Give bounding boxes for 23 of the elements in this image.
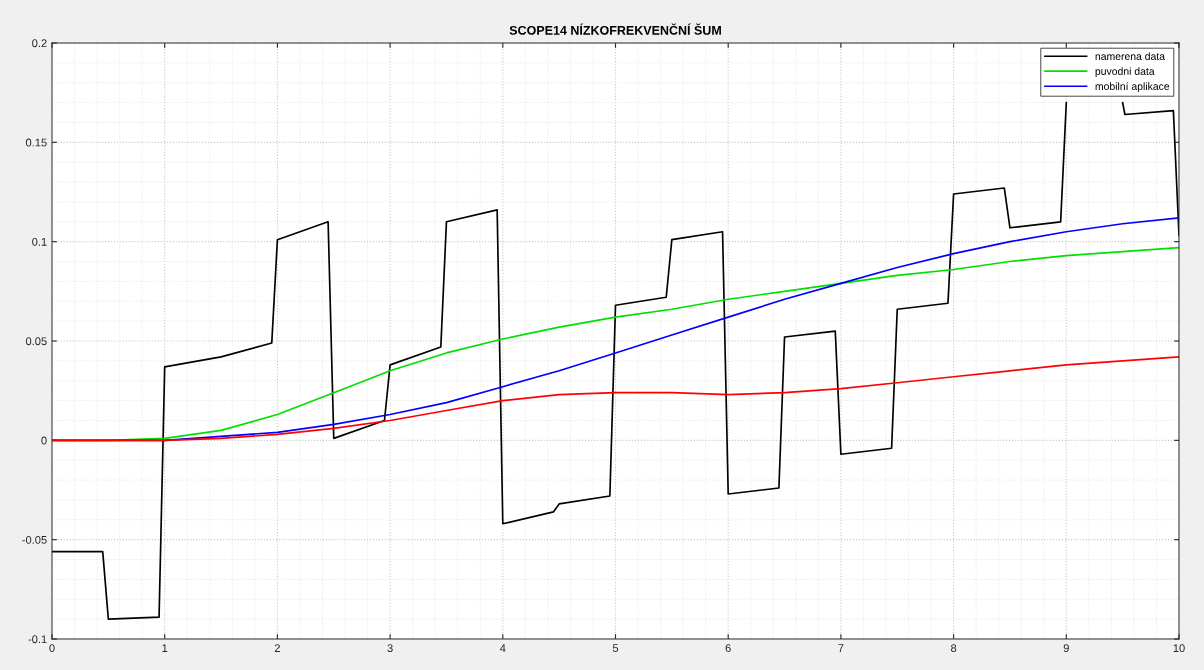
legend-label: puvodni data: [1095, 67, 1155, 77]
y-tick-label: 0: [41, 436, 47, 445]
y-tick-label: 0.15: [25, 138, 47, 147]
x-tick-label: 6: [725, 644, 731, 653]
x-tick-label: 3: [387, 644, 393, 653]
x-tick-label: 4: [499, 644, 506, 652]
y-tick-label: 0.05: [25, 337, 47, 346]
x-tick-label: 1: [162, 644, 168, 652]
x-tick-label: 9: [1063, 644, 1069, 653]
x-tick-label: 2: [274, 644, 280, 652]
y-tick-label: 0.2: [32, 39, 47, 48]
y-tick-label: -0.1: [28, 635, 47, 644]
legend-label: mobilní aplikace: [1095, 82, 1170, 93]
x-tick-label: 5: [612, 644, 619, 653]
line-series: [52, 356, 1179, 442]
legend-label: namerena data: [1095, 52, 1166, 61]
x-tick-label: 7: [838, 644, 844, 652]
x-tick-label: 10: [1173, 644, 1185, 653]
x-tick-label: 0: [49, 644, 55, 653]
chart-title: SCOPE14 NÍZKOFREKVENČNÍ ŠUM: [509, 23, 721, 35]
x-tick-label: 8: [950, 644, 957, 653]
y-tick-label: 0.1: [32, 237, 47, 246]
y-tick-label: -0.05: [22, 535, 47, 544]
